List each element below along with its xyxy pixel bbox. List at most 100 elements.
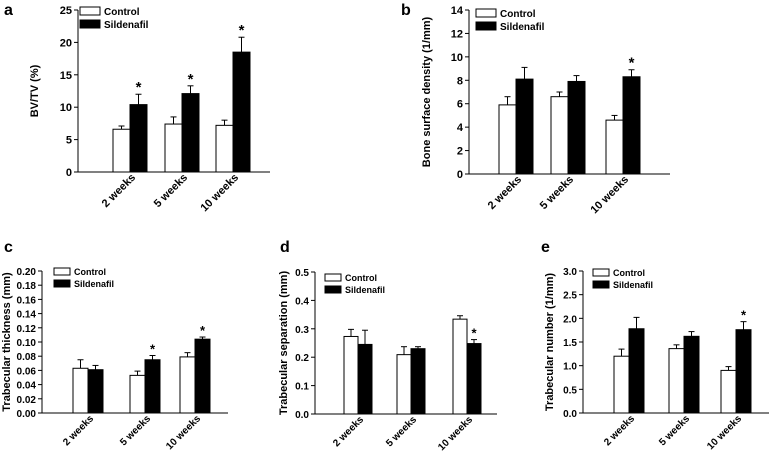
y-tick-label: 10 [60, 102, 72, 114]
x-tick-label: 10 weeks [198, 172, 241, 215]
legend-swatch-sildenafil [324, 285, 342, 294]
bar-sildenafil [466, 343, 482, 415]
bar-sildenafil [515, 78, 534, 175]
bar-sildenafil [410, 348, 426, 415]
bar-sildenafil [87, 369, 104, 414]
legend-label-sildenafil: Sildenafil [104, 20, 149, 31]
bar-sildenafil [683, 335, 700, 414]
legend-swatch-control [475, 8, 497, 18]
y-tick-label: 0.5 [295, 268, 309, 279]
legend-swatch-control [324, 273, 342, 282]
chart-panel-c: c 0.00 0.02 0.04 0.06 0.08 0.10 0.12 0.14 0.16 0.1… [1, 239, 228, 452]
y-axis-label: Trabecular thickness (mm) [1, 272, 13, 412]
bar-sildenafil [735, 329, 752, 414]
y-tick-label: 0.0 [563, 409, 577, 420]
legend-swatch-control [79, 6, 101, 16]
y-tick-label: 10 [451, 52, 463, 64]
y-tick-label: 0.3 [295, 325, 309, 336]
chart-panel-e: e 0.0 0.5 1.0 1.5 2.0 2.5 3.0 Trabecular number … [541, 239, 769, 452]
y-tick-label: 8 [457, 75, 463, 87]
bar-sildenafil [194, 338, 211, 414]
x-tick-label: 10 weeks [436, 414, 475, 453]
bar-control [605, 119, 624, 175]
bar-control [164, 123, 183, 173]
panel-letter: d [280, 239, 290, 256]
bar-control [668, 348, 685, 414]
legend-label-sildenafil: Sildenafil [613, 280, 653, 290]
bar-control [112, 128, 131, 173]
y-tick-label: 12 [451, 28, 463, 40]
y-tick-label: 0.02 [17, 395, 37, 406]
x-tick-label: 5 weeks [118, 413, 153, 448]
y-tick-label: 25 [60, 5, 72, 17]
significance-star: * [629, 55, 635, 72]
y-tick-label: 0.1 [295, 382, 309, 393]
x-tick-label: 5 weeks [657, 413, 692, 448]
y-tick-label: 1.5 [563, 338, 577, 349]
legend-swatch-control [592, 268, 610, 277]
bar-control [396, 354, 412, 415]
chart-panel-a: a 0 5 10 15 20 25 BV/TV (%) * 2 weeks * 5 weeks * 10 … [4, 2, 270, 214]
y-tick-label: 2.0 [563, 314, 577, 325]
legend-swatch-sildenafil [475, 21, 497, 31]
legend-label-sildenafil: Sildenafil [345, 285, 385, 295]
bar-sildenafil [628, 328, 645, 414]
y-tick-label: 15 [60, 70, 72, 82]
chart-panel-d: d 0.0 0.1 0.2 0.3 0.4 0.5 Trabecular separation… [278, 239, 497, 453]
y-tick-label: 0.20 [17, 267, 37, 278]
panel-letter: e [541, 239, 550, 256]
bar-sildenafil [357, 343, 373, 415]
legend-label-sildenafil: Sildenafil [500, 22, 545, 33]
significance-star: * [471, 326, 477, 341]
x-tick-label: 2 weeks [486, 174, 524, 212]
bar-sildenafil [144, 359, 161, 414]
y-tick-label: 0.5 [563, 385, 577, 396]
bar-sildenafil [232, 51, 251, 173]
significance-star: * [239, 22, 245, 39]
y-tick-label: 5 [66, 135, 72, 147]
y-tick-label: 0 [457, 169, 463, 181]
y-tick-label: 14 [451, 5, 464, 17]
y-tick-label: 0 [66, 167, 72, 179]
panel-letter: a [4, 2, 13, 19]
bar-sildenafil [567, 80, 586, 175]
significance-star: * [741, 308, 747, 323]
significance-star: * [150, 341, 156, 356]
y-tick-label: 20 [60, 37, 72, 49]
legend-swatch-control [53, 267, 71, 276]
legend-swatch-sildenafil [79, 19, 101, 29]
bar-sildenafil [622, 76, 641, 175]
legend-swatch-sildenafil [592, 280, 610, 289]
bar-control [498, 104, 517, 175]
legend-label-control: Control [74, 267, 106, 277]
legend-label-sildenafil: Sildenafil [74, 279, 114, 289]
significance-star: * [136, 79, 142, 96]
y-tick-label: 2 [457, 146, 463, 158]
legend-swatch-sildenafil [53, 279, 71, 288]
bar-control [129, 374, 146, 414]
y-tick-label: 0.4 [295, 296, 309, 307]
panel-letter: b [401, 2, 411, 19]
y-tick-label: 2.5 [563, 291, 577, 302]
y-tick-label: 0.06 [17, 366, 37, 377]
x-tick-label: 10 weeks [164, 413, 203, 452]
y-tick-label: 3.0 [563, 267, 577, 278]
bar-control [720, 369, 737, 414]
x-tick-label: 5 weeks [384, 414, 419, 449]
y-axis-label: Bone surface density (1/mm) [421, 16, 433, 167]
legend-label-control: Control [500, 9, 536, 20]
y-tick-label: 0.2 [295, 353, 309, 364]
bar-control [215, 124, 234, 173]
bar-control [343, 335, 359, 415]
y-tick-label: 0.00 [17, 409, 37, 420]
x-tick-label: 10 weeks [588, 174, 631, 217]
y-axis-label: Trabecular separation (mm) [278, 271, 290, 416]
legend-label-control: Control [613, 268, 645, 278]
significance-star: * [200, 323, 206, 338]
legend-label-control: Control [104, 7, 140, 18]
y-tick-label: 0.14 [17, 310, 37, 321]
y-tick-label: 4 [457, 122, 464, 134]
y-axis-label: BV/TV (%) [29, 64, 41, 117]
bar-sildenafil [181, 93, 200, 173]
